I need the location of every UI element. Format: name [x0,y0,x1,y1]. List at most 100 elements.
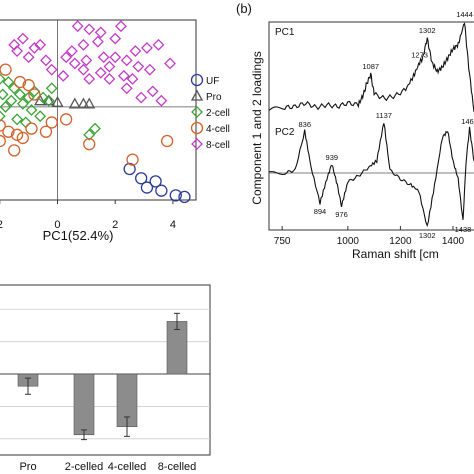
scatter-frame [0,19,197,201]
scatter-point [0,88,9,101]
scatter-point [14,88,26,101]
x-tick-label: 2 [0,219,3,231]
scatter-point [97,51,110,64]
peak-label: 1463 [461,117,474,126]
scatter-point [120,82,133,95]
y-axis-label: Component 1 and 2 loadings [250,51,264,204]
scatter-point [152,38,165,51]
scatter-point [146,85,159,98]
scatter-point [83,137,96,151]
peak-label: 1137 [376,111,392,120]
scatter-point [83,73,96,85]
scatter-point [141,42,153,54]
scatter-point [39,125,53,138]
peak-label: 939 [326,153,339,162]
series-label: PC1 [275,27,295,38]
scatter-point [77,63,90,76]
legend-label: 8-cell [206,140,230,151]
scatter-point [16,32,29,45]
scatter-point [22,79,35,92]
scatter-point [57,69,70,82]
scatter-point [45,116,58,129]
scatter-point [83,23,96,36]
scatter-point [77,38,90,51]
scatter-point [129,45,142,57]
scatter-point [8,144,21,157]
scatter-point [191,106,203,118]
scatter-point [94,66,107,79]
x-tick-label: 4 [170,219,176,231]
scatter-point [143,63,156,76]
scatter-point [135,172,148,185]
x-tick-label: 1400 [442,236,465,247]
scatter-point [34,110,47,123]
spectrum-line-pc1 [268,22,474,113]
x-tick-label: 1200 [389,236,412,247]
scatter-point [91,35,104,48]
scatter-point [83,128,96,141]
pc-loadings-plot: PC1 PC2 1087 1273 1302 1444 836 894 939 976 1137 13… [250,10,474,261]
scatter-point [155,184,168,197]
scatter-point [0,100,12,113]
x-tick-label: 1000 [337,236,360,247]
peak-label: 1444 [456,10,473,19]
scatter-point [109,51,122,64]
scatter-point [16,97,29,110]
scatter-point [77,97,90,109]
x-tick-label: 2 [112,219,118,231]
scatter-point [22,51,35,64]
legend-label: Pro [206,92,222,103]
scatter-point [45,82,58,95]
scatter-point [11,113,24,126]
pca-scatter-plot: 2 0 2 4 PC1(52.4%) UF Pro 2-cell 4-cell 8-cell [0,19,230,243]
scatter-point [40,54,52,67]
scatter-point [13,75,27,89]
scatter-point [2,125,15,138]
scatter-point [103,60,116,73]
scatter-point [42,94,55,107]
scatter-point [80,54,93,67]
scatter-point [8,38,21,51]
scatter-point [60,51,73,64]
legend-label: 4-cell [206,124,230,135]
scatter-point [22,91,35,104]
category-label: 4-celled [108,461,147,473]
scatter-point [103,73,116,85]
scatter-point [178,190,191,204]
scatter-point [126,73,139,85]
scatter-point [120,54,133,67]
peak-label: 894 [314,207,327,216]
scatter-point [16,131,30,145]
scatter-point [155,94,168,107]
scatter-point [83,97,96,109]
scatter-point [117,69,130,82]
scatter-point [191,138,203,150]
peak-label: 1273 [411,51,428,60]
scatter-point [169,189,182,202]
scatter-point [10,128,24,141]
scatter-point [25,122,38,135]
peak-label: 836 [298,120,311,129]
peak-label: 1438 [455,225,472,234]
scatter-point [140,181,154,194]
scatter-point [135,91,148,104]
scatter-point [164,57,176,70]
peak-label: 976 [335,210,348,219]
scatter-point [2,76,15,88]
bar-frame [0,284,211,456]
scatter-point [0,110,6,122]
scatter-point [89,122,101,135]
scatter-point [65,45,78,57]
scatter-point [5,94,18,107]
scatter-point [68,57,81,70]
scatter-point [190,121,204,135]
legend-label: 2-cell [206,108,230,119]
legend-label: UF [206,76,219,87]
scatter-point [0,63,12,76]
scatter-point [28,42,41,54]
peak-label: 1087 [362,62,379,71]
x-axis-label: PC1(52.4%) [43,228,114,243]
scatter-point [115,20,127,33]
scatter-point [94,26,107,39]
category-label: Pro [19,461,36,473]
